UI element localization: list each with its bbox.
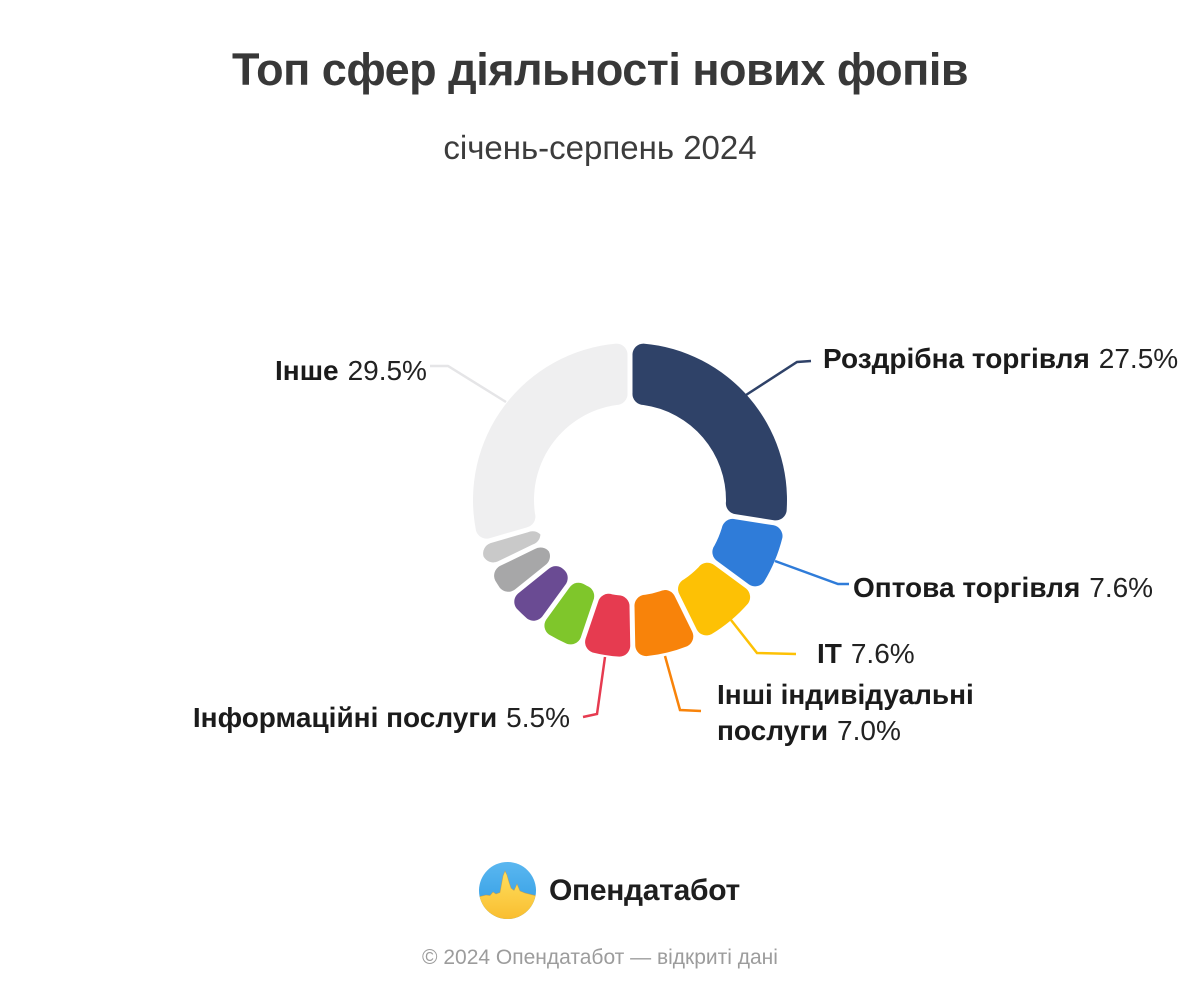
donut-segment-8 xyxy=(483,531,541,563)
segment-value: 7.0% xyxy=(837,715,901,746)
segment-label-line2: послуги xyxy=(717,715,829,746)
callout-label-retail-trade: Роздрібна торгівля 27.5% xyxy=(823,341,1178,377)
segment-label: Інше xyxy=(275,355,339,386)
opendatabot-logo-icon xyxy=(479,862,536,919)
callout-line-4 xyxy=(582,656,607,719)
segment-label: Інформаційні послуги xyxy=(192,702,498,733)
callout-line-0 xyxy=(745,359,812,397)
donut-segment-7 xyxy=(494,547,550,592)
callout-label-wholesale-trade: Оптова торгівля 7.6% xyxy=(853,570,1153,606)
donut-segment-6 xyxy=(514,566,568,621)
donut-segment-2 xyxy=(678,562,751,636)
segment-label: Роздрібна торгівля xyxy=(823,343,1090,374)
callout-line-1 xyxy=(774,559,849,586)
callout-label-information-services: Інформаційні послуги 5.5% xyxy=(150,700,570,736)
callout-label-it: IT 7.6% xyxy=(817,636,915,672)
callout-line-2 xyxy=(730,619,797,656)
segment-value: 7.6% xyxy=(850,638,915,669)
donut-segment-9 xyxy=(473,343,628,539)
donut-segment-4 xyxy=(585,593,631,657)
donut-segment-5 xyxy=(544,582,595,645)
segment-label: Оптова торгівля xyxy=(853,572,1081,603)
footer-copyright: © 2024 Опендатабот — відкриті дані xyxy=(422,946,778,969)
segment-value: 29.5% xyxy=(347,355,427,386)
segment-label: Інші індивідуальні xyxy=(717,679,974,710)
callout-line-5 xyxy=(430,364,507,404)
segment-value: 5.5% xyxy=(506,702,570,733)
segment-label: IT xyxy=(817,638,842,669)
callout-label-other: Інше 29.5% xyxy=(275,353,427,389)
page-subtitle: січень-серпень 2024 xyxy=(443,129,757,166)
segment-value: 7.6% xyxy=(1089,572,1154,603)
donut-segment-3 xyxy=(634,590,694,657)
brand-block: Опендатабот xyxy=(479,862,740,919)
donut-segment-0 xyxy=(632,343,787,521)
brand-name: Опендатабот xyxy=(549,873,740,907)
page-title: Топ сфер діяльності нових фопів xyxy=(231,44,969,95)
segment-value: 27.5% xyxy=(1098,343,1179,374)
donut-segment-1 xyxy=(712,518,783,587)
callout-label-other-individual-services: Інші індивідуальні послуги 7.0% xyxy=(717,677,1009,749)
callout-line-3 xyxy=(663,655,702,713)
